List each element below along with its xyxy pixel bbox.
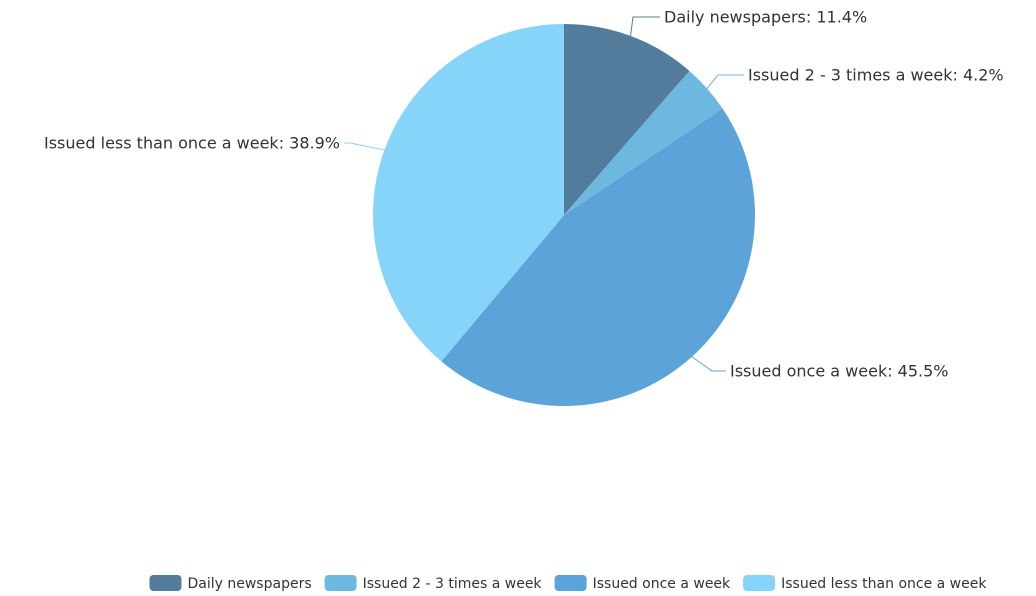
slice-labels: Daily newspapers: 11.4% Issued 2 - 3 time… [44, 8, 1004, 381]
legend-label: Daily newspapers [188, 576, 312, 592]
legend-swatch [324, 575, 357, 591]
legend-swatch [743, 575, 776, 591]
pie-slice-2[interactable] [564, 70, 723, 215]
leader-line-3 [690, 355, 726, 372]
pie-slice-1[interactable] [564, 24, 690, 215]
legend-label: Issued less than once a week [781, 576, 987, 592]
slice-label-4: Issued less than once a week: 38.9% [44, 134, 340, 153]
pie-slice-3[interactable] [441, 108, 755, 406]
legend-item-1[interactable]: Daily newspapers [149, 575, 312, 592]
slice-label-1: Daily newspapers: 11.4% [664, 8, 867, 27]
leader-line-4 [344, 142, 387, 151]
leader-line-2 [705, 74, 744, 91]
legend-item-4[interactable]: Issued less than once a week [743, 575, 987, 592]
slice-label-3: Issued once a week: 45.5% [730, 362, 949, 381]
legend-label: Issued 2 - 3 times a week [363, 576, 543, 592]
pie-slice-4[interactable] [373, 24, 564, 362]
legend-label: Issued once a week [593, 576, 731, 592]
chart-legend: Daily newspapers Issued 2 - 3 times a wee… [149, 575, 987, 592]
legend-swatch [149, 575, 182, 591]
pie-slices [373, 24, 755, 406]
legend-item-2[interactable]: Issued 2 - 3 times a week [324, 575, 543, 592]
label-leader-lines [344, 16, 744, 372]
legend-item-3[interactable]: Issued once a week [554, 575, 731, 592]
legend-swatch [554, 575, 587, 591]
slice-label-2: Issued 2 - 3 times a week: 4.2% [748, 66, 1004, 85]
leader-line-1 [629, 16, 660, 39]
